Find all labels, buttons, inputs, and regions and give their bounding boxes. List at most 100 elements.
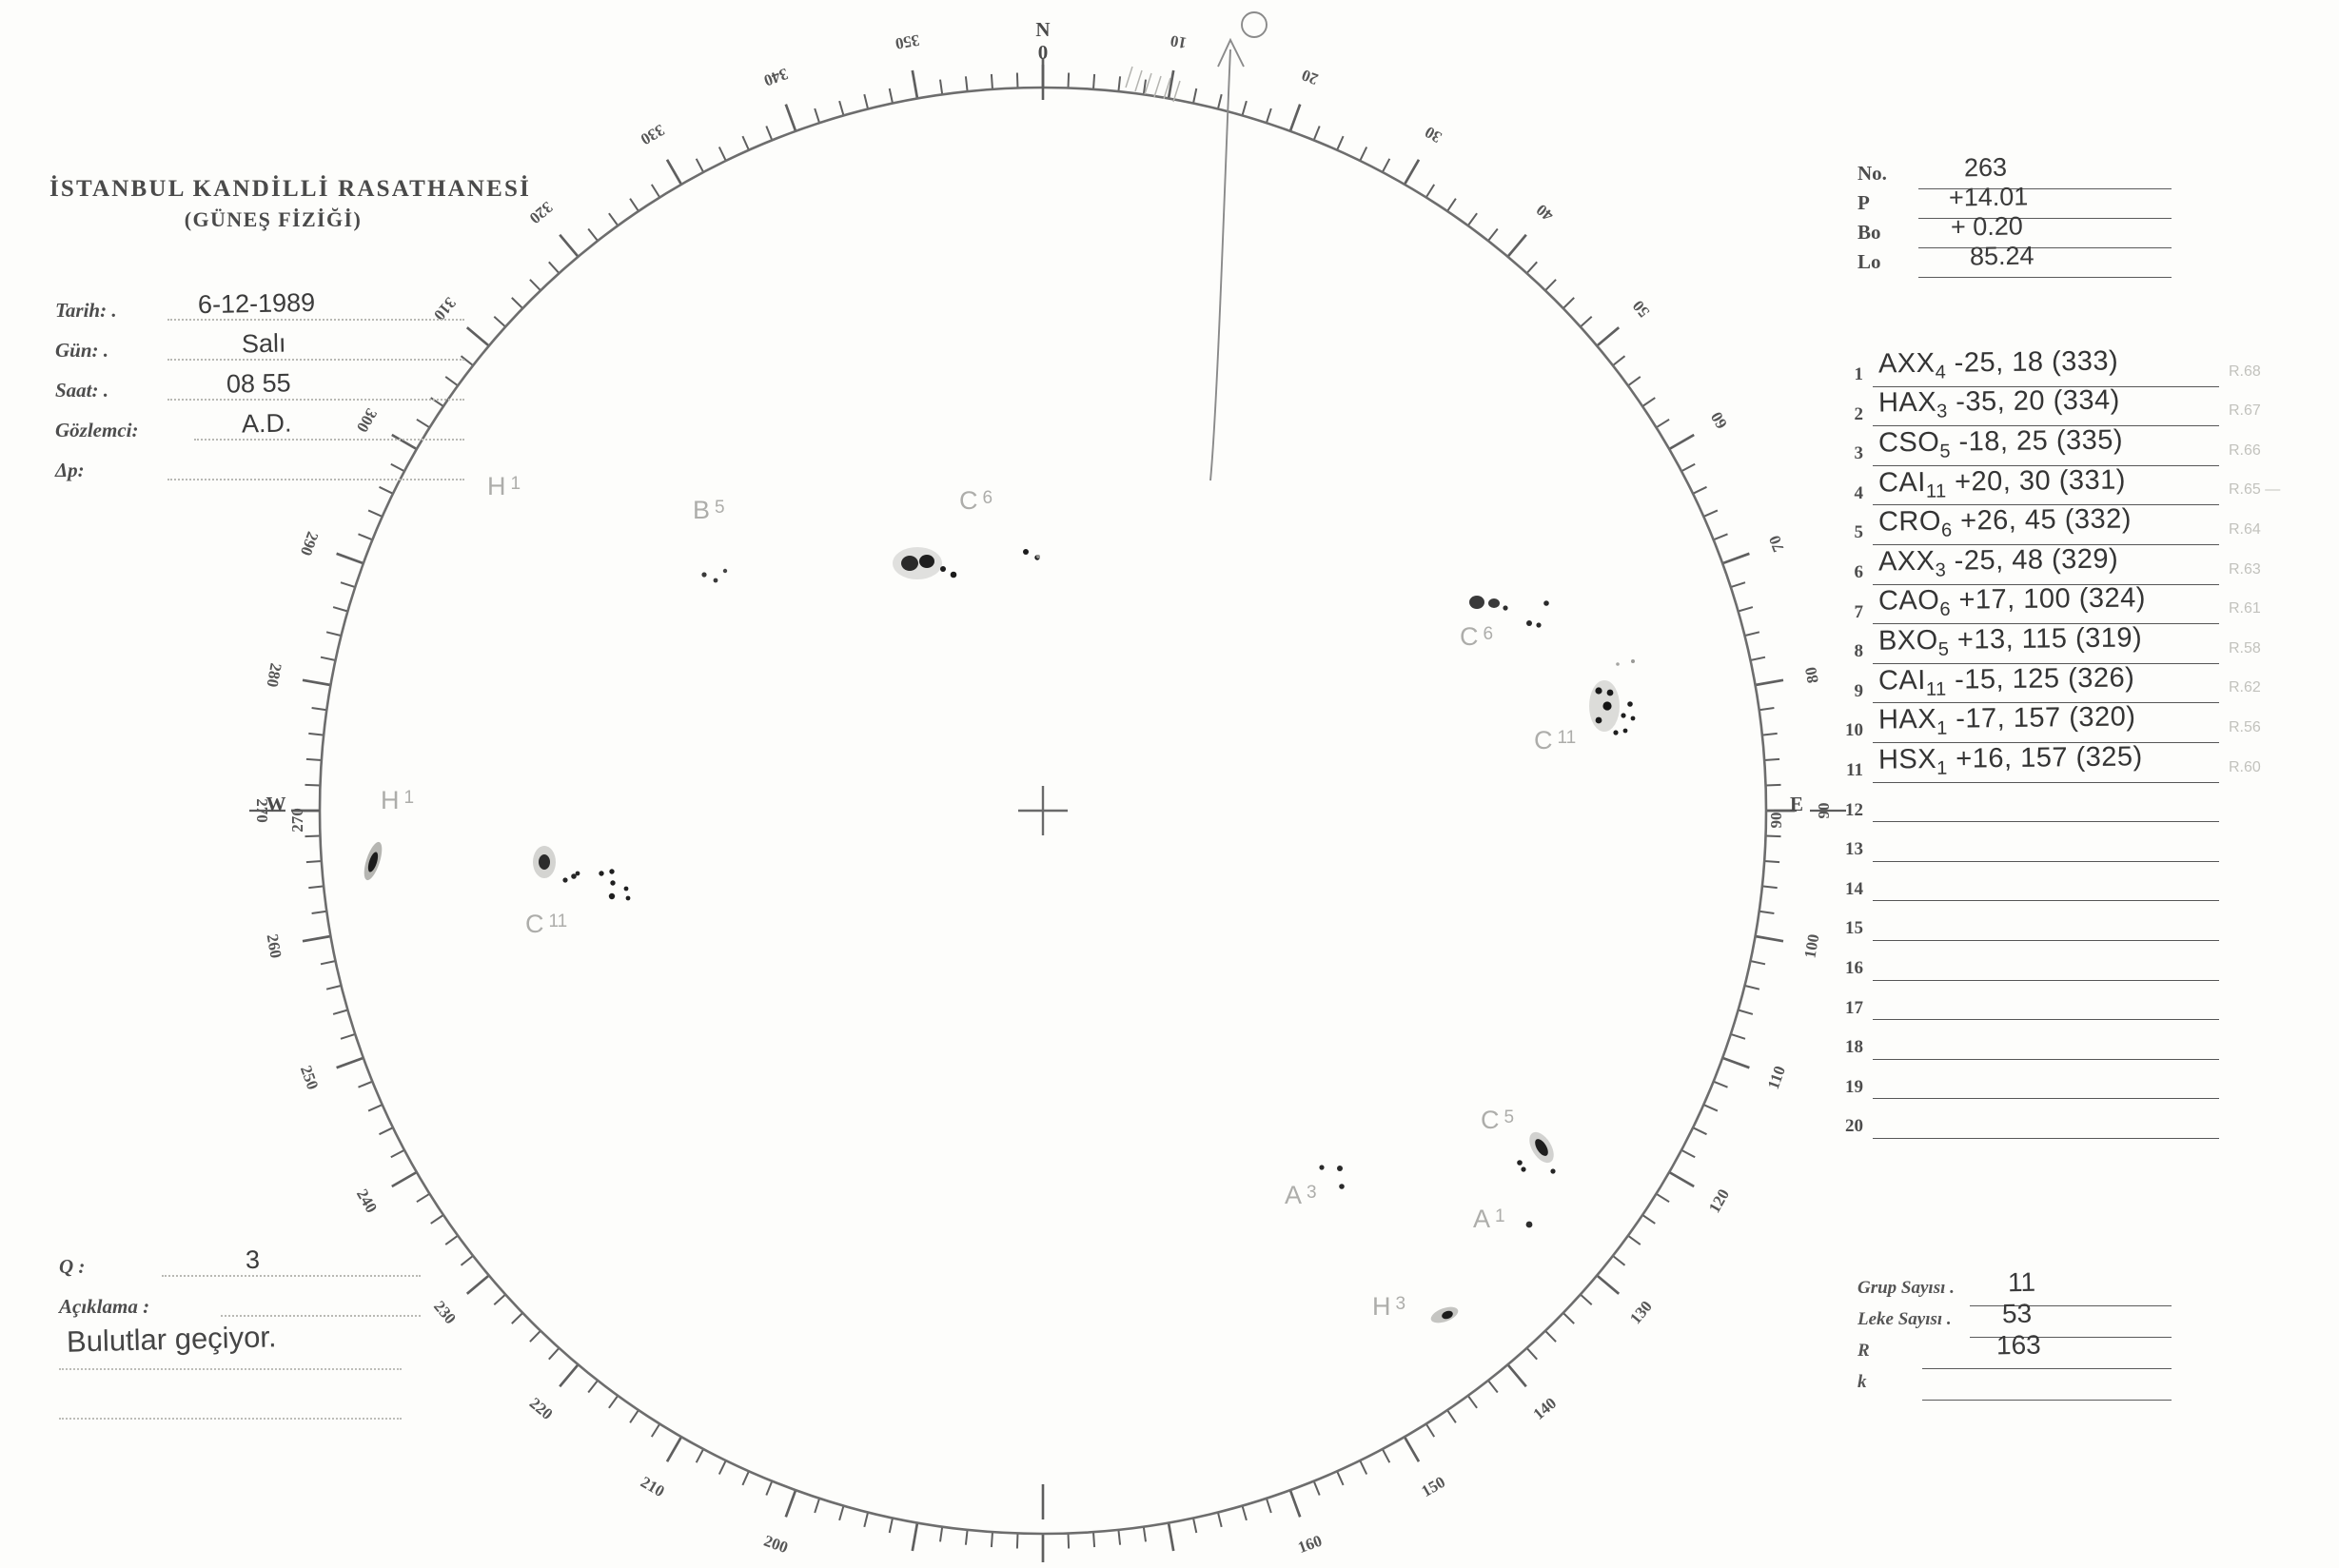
group-row-text[interactable]: CRO6 +26, 45 (332)	[1877, 503, 2133, 541]
degree-tick-minor	[1738, 606, 1754, 613]
degree-tick-minor	[1759, 910, 1775, 914]
degree-label-160: 160	[1295, 1532, 1324, 1558]
group-row[interactable]: 7 CAO6 +17, 100 (324) R.61	[1838, 583, 2261, 630]
group-row[interactable]: 15	[1838, 906, 2219, 946]
degree-tick-minor	[1142, 79, 1147, 95]
group-row[interactable]: 10 HAX1 -17, 157 (320) R.56	[1838, 701, 2261, 748]
group-row-text[interactable]: HAX3 -35, 20 (334)	[1877, 384, 2121, 422]
group-row-underline	[1873, 1137, 2219, 1139]
summary-underline	[1922, 1368, 2172, 1369]
label-k: k	[1857, 1372, 1867, 1392]
degree-tick-minor	[717, 1460, 727, 1475]
degree-label-100: 100	[1800, 932, 1822, 959]
group-row-text[interactable]: CAI11 -15, 125 (326)	[1877, 661, 2135, 700]
param-row-no: No. 263	[1857, 153, 2172, 189]
degree-tick-minor	[1612, 355, 1626, 366]
group-row[interactable]: 6 AXX3 -25, 48 (329) R.63	[1838, 543, 2261, 590]
group-row-text[interactable]: AXX3 -25, 48 (329)	[1877, 543, 2119, 581]
group-row-text[interactable]: HSX1 +16, 157 (325)	[1877, 741, 2143, 779]
value-gozlemci[interactable]: A.D.	[241, 408, 292, 439]
degree-tick-minor	[629, 1409, 639, 1423]
spot-label-C11-left: C 11	[525, 910, 567, 938]
group-row[interactable]: 12	[1838, 788, 2219, 828]
degree-tick-minor	[1425, 1422, 1436, 1438]
degree-tick-minor	[444, 376, 459, 387]
degree-tick-major	[1721, 552, 1750, 565]
degree-tick-minor	[1142, 1526, 1147, 1542]
label-gozlemci: Gözlemci:	[55, 419, 139, 441]
group-row-number: 19	[1845, 1076, 1863, 1097]
org-subtitle: (GÜNEŞ FİZİĞİ)	[184, 207, 363, 231]
group-row-underline	[1873, 662, 2219, 664]
value-saat[interactable]: 08 55	[226, 368, 291, 399]
sunspot-group-labels: H 1 B 5 C 6 C 6 C 11 H 1 C 11 C 5 A 3 A 1 H 3	[381, 472, 1576, 1321]
degree-tick-minor	[511, 1312, 523, 1324]
degree-label-10: 10	[1169, 31, 1188, 52]
value-leke-sayisi[interactable]: 53	[2001, 1298, 2033, 1329]
degree-tick-minor	[460, 1255, 474, 1266]
degree-tick-minor	[1738, 1009, 1754, 1015]
degree-tick-marks	[291, 59, 1795, 1562]
group-row[interactable]: 16	[1838, 946, 2219, 986]
value-lo[interactable]: 85.24	[1969, 241, 2034, 271]
degree-tick-minor	[430, 1214, 444, 1225]
group-row[interactable]: 14	[1838, 867, 2219, 907]
group-row[interactable]: 8 BXO5 +13, 115 (319) R.58	[1838, 622, 2261, 669]
degree-tick-minor	[311, 707, 327, 712]
group-row-text[interactable]: CSO5 -18, 25 (335)	[1877, 424, 2124, 462]
sunspot-group-a3-lower	[1319, 1165, 1345, 1189]
group-row[interactable]: 5 CRO6 +26, 45 (332) R.64	[1838, 504, 2261, 550]
group-row[interactable]: 20	[1838, 1104, 2219, 1144]
group-row[interactable]: 2 HAX3 -35, 20 (334) R.67	[1838, 385, 2261, 432]
group-row[interactable]: 18	[1838, 1025, 2219, 1065]
degree-tick-minor	[367, 509, 383, 518]
group-row[interactable]: 9 CAI11 -15, 125 (326) R.62	[1838, 662, 2261, 709]
group-row-text[interactable]: HAX1 -17, 157 (320)	[1877, 701, 2136, 739]
degree-tick-minor	[1544, 279, 1557, 291]
form-row-gozlemci: Gözlemci: A.D.	[55, 408, 464, 453]
group-row[interactable]: 1 AXX4 -25, 18 (333) R.68	[1838, 345, 2261, 392]
degree-tick-minor	[1692, 485, 1707, 495]
value-q[interactable]: 3	[245, 1245, 261, 1275]
cardinal-label-east: E	[1790, 793, 1803, 815]
group-row-text[interactable]: CAO6 +17, 100 (324)	[1877, 582, 2147, 621]
degree-tick-major	[1668, 1170, 1695, 1188]
value-bo[interactable]: + 0.20	[1950, 211, 2024, 242]
group-row[interactable]: 11 HSX1 +16, 157 (325) R.60	[1838, 741, 2261, 788]
group-row[interactable]: 17	[1838, 986, 2219, 1026]
group-row-text[interactable]: BXO5 +13, 115 (319)	[1877, 622, 2143, 660]
value-gun[interactable]: Salı	[241, 328, 286, 359]
group-row-number: 2	[1854, 403, 1864, 424]
degree-label-140: 140	[1530, 1394, 1561, 1423]
degree-tick-minor	[1241, 1505, 1248, 1521]
sunspot-group-central	[893, 547, 1040, 579]
field-underline	[194, 439, 464, 441]
value-p[interactable]: +14.01	[1948, 182, 2029, 212]
degree-tick-minor	[416, 1192, 431, 1204]
group-row[interactable]: 13	[1838, 827, 2219, 867]
value-tarih[interactable]: 6-12-1989	[197, 287, 316, 320]
group-row-number: 7	[1854, 601, 1864, 622]
degree-tick-minor	[1117, 1529, 1122, 1545]
summary-underline	[1970, 1305, 2172, 1306]
degree-tick-minor	[1627, 376, 1641, 387]
group-row-extra-note: R.63	[2229, 560, 2261, 578]
value-grup-sayisi[interactable]: 11	[2007, 1266, 2036, 1298]
degree-tick-minor	[358, 533, 373, 541]
degree-tick-minor	[444, 1234, 459, 1245]
value-r[interactable]: 163	[1995, 1329, 2041, 1361]
degree-tick-minor	[741, 135, 750, 151]
group-row[interactable]: 3 CSO5 -18, 25 (335) R.66	[1838, 424, 2261, 471]
group-row[interactable]: 4 CAI11 +20, 30 (331) R.65 —	[1838, 464, 2280, 511]
degree-tick-major	[1755, 934, 1784, 943]
group-row-text[interactable]: AXX4 -25, 18 (333)	[1877, 345, 2119, 383]
value-no[interactable]: 263	[1963, 152, 2008, 183]
group-row-underline	[1873, 702, 2219, 704]
value-aciklama[interactable]: Bulutlar geçiyor.	[66, 1320, 277, 1359]
degree-label-280: 280	[263, 661, 285, 688]
summary-underline	[1922, 1400, 2172, 1401]
group-row[interactable]: 19	[1838, 1065, 2219, 1105]
group-row-text[interactable]: CAI11 +20, 30 (331)	[1877, 463, 2127, 502]
form-row-tarih: Tarih: . 6-12-1989	[55, 288, 464, 333]
